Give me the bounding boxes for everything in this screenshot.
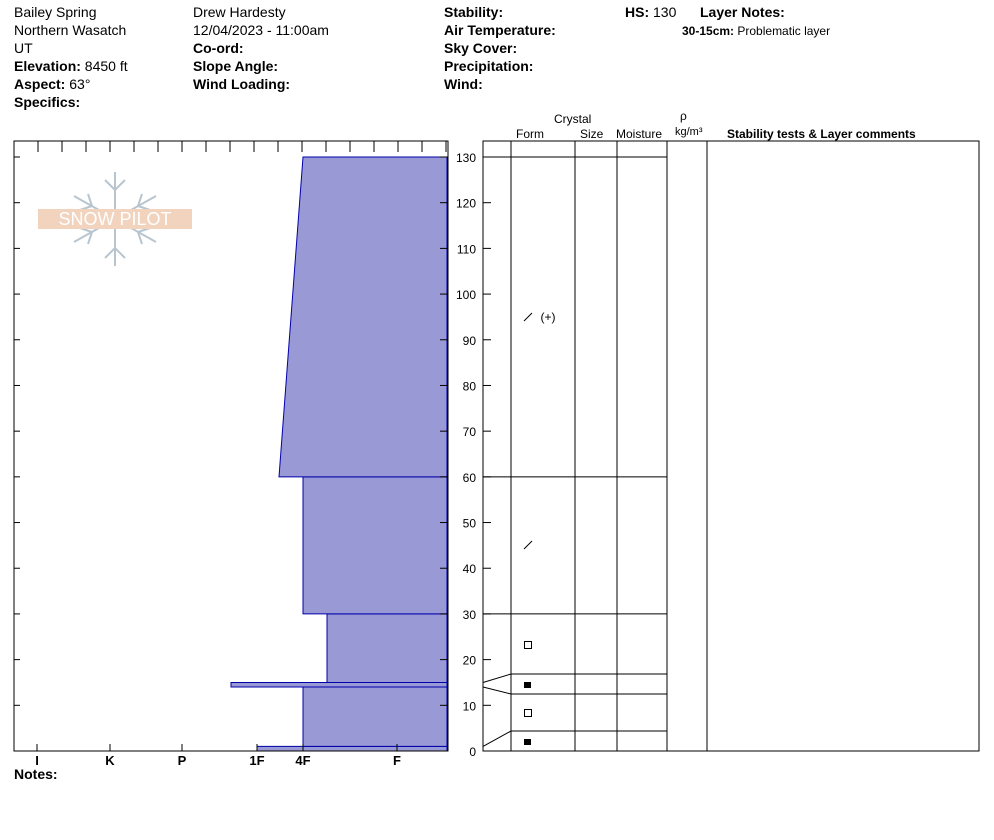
- rho-header: ρ: [680, 109, 687, 123]
- depth-tick-label: 0: [469, 745, 476, 759]
- location-name: Bailey Spring: [14, 4, 97, 20]
- snowpilot-logo: SNOW PILOT: [38, 172, 192, 266]
- air-temp-field: Air Temperature:: [444, 21, 556, 39]
- observer-name: Drew Hardesty: [193, 4, 286, 20]
- depth-tick-label: 60: [463, 471, 477, 485]
- hardness-tick-label: 1F: [249, 753, 264, 768]
- hardness-layer-4: [302, 476, 448, 615]
- depth-tick-label: 50: [463, 517, 477, 531]
- hardness-layer-2: [230, 681, 448, 688]
- filled-square-icon: [524, 682, 531, 688]
- square-icon: [524, 641, 532, 649]
- layer-note-range: 30-15cm:: [682, 24, 735, 38]
- depth-tick-label: 20: [463, 654, 477, 668]
- air-temp-label: Air Temperature:: [444, 22, 556, 38]
- depth-tick-label: 130: [456, 151, 476, 165]
- layer-connector: [482, 686, 667, 695]
- layer-note-text: Problematic layer: [737, 24, 831, 38]
- depth-tick-label: 40: [463, 562, 477, 576]
- stability-field: Stability:: [444, 3, 503, 21]
- density-unit-header: kg/m³: [675, 126, 703, 138]
- hardness-layer-0: [256, 745, 448, 752]
- state-name: UT: [14, 40, 33, 56]
- depth-tick-label: 30: [463, 608, 477, 622]
- hardness-layer-5: [278, 156, 448, 478]
- profile-axes: 0 10 20 30 40 50 60 70 80 90 100 110 120 130 I K P 1F 4F F: [13, 140, 491, 768]
- depth-tick-label: 80: [463, 379, 477, 393]
- depth-tick-label: 70: [463, 425, 477, 439]
- specifics-label: Specifics:: [14, 94, 81, 110]
- layer-notes-label: Layer Notes:: [700, 4, 785, 20]
- size-header: Size: [580, 127, 604, 141]
- filled-square-icon: [524, 739, 531, 745]
- layer-connector: [482, 730, 667, 747]
- hardness-layer-1: [302, 686, 448, 747]
- sky-cover-field: Sky Cover:: [444, 39, 517, 57]
- aspect-label: Aspect:: [14, 76, 66, 92]
- wind-label: Wind:: [444, 76, 483, 92]
- layer-notes-field: Layer Notes:: [700, 3, 785, 21]
- depth-tick-label: 90: [463, 334, 477, 348]
- hardness-tick-label: F: [393, 753, 401, 768]
- hardness-tick-label: I: [35, 753, 39, 768]
- slope-angle-label: Slope Angle:: [193, 58, 279, 74]
- specifics-field: Specifics:: [14, 93, 80, 111]
- wind-loading-label: Wind Loading:: [193, 76, 291, 92]
- elevation-field: Elevation: 8450 ft: [14, 57, 128, 75]
- form-header: Form: [516, 127, 544, 141]
- depth-tick-label: 100: [456, 288, 476, 302]
- slash-icon: [523, 312, 533, 322]
- hardness-layer-3: [326, 613, 448, 683]
- new-snow-icon: (+): [541, 310, 556, 324]
- logo-text: SNOW PILOT: [58, 209, 171, 229]
- range-name: Northern Wasatch: [14, 22, 127, 38]
- crystal-header: Crystal: [554, 112, 592, 126]
- elevation-label: Elevation:: [14, 58, 81, 74]
- layer-connector: [482, 673, 667, 683]
- sky-cover-label: Sky Cover:: [444, 40, 518, 56]
- precipitation-label: Precipitation:: [444, 58, 534, 74]
- hardness-tick-label: P: [178, 753, 187, 768]
- depth-tick-label: 120: [456, 197, 476, 211]
- hardness-tick-label: K: [105, 753, 115, 768]
- hardness-tick-label: 4F: [295, 753, 310, 768]
- depth-tick-label: 110: [457, 242, 476, 256]
- grain-table: (+): [482, 140, 980, 752]
- slash-icon: [523, 540, 533, 550]
- precipitation-field: Precipitation:: [444, 57, 533, 75]
- wind-field: Wind:: [444, 75, 483, 93]
- coord-label: Co-ord:: [193, 40, 244, 56]
- wind-loading-field: Wind Loading:: [193, 75, 290, 93]
- layer-note: 30-15cm: Problematic layer: [682, 22, 830, 40]
- coord-field: Co-ord:: [193, 39, 244, 57]
- aspect-field: Aspect: 63°: [14, 75, 90, 93]
- depth-tick-label: 10: [463, 699, 477, 713]
- elevation-value: 8450 ft: [84, 58, 128, 74]
- square-icon: [524, 709, 532, 717]
- hardness-layers: [230, 156, 448, 752]
- hs-label: HS:: [625, 4, 650, 20]
- notes-label: Notes:: [14, 766, 58, 782]
- slope-angle-field: Slope Angle:: [193, 57, 278, 75]
- stability-label: Stability:: [444, 4, 504, 20]
- observation-datetime: 12/04/2023 - 11:00am: [193, 22, 329, 38]
- hs-field: HS: 130: [625, 3, 676, 21]
- hs-value: 130: [653, 4, 677, 20]
- comments-header: Stability tests & Layer comments: [727, 127, 916, 141]
- table-frame: [482, 140, 980, 752]
- aspect-value: 63°: [69, 76, 91, 92]
- profile-frame: [13, 140, 449, 752]
- moisture-header: Moisture: [616, 127, 663, 141]
